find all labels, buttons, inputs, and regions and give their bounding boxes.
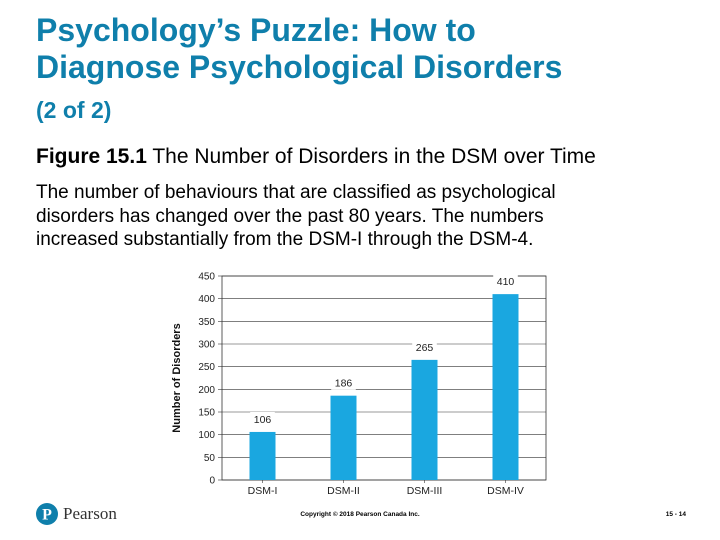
pearson-p-icon: P: [36, 503, 58, 525]
x-tick-label-dsm-i: DSM-I: [248, 485, 278, 497]
data-label-bg-dsm-iv: [493, 274, 518, 289]
figure-title: The Number of Disorders in the DSM over …: [146, 145, 596, 168]
title-line-2: Diagnose Psychological Disorders: [36, 49, 563, 85]
y-axis-label: Number of Disorders: [171, 323, 183, 432]
y-tick-label-400: 400: [198, 294, 215, 305]
y-tick-label-300: 300: [198, 340, 215, 351]
data-label-dsm-i: 106: [254, 414, 272, 426]
description-line-2: disorders has changed over the past 80 y…: [36, 205, 544, 227]
y-tick-label-50: 50: [204, 453, 216, 464]
slide-subtitle: (2 of 2): [36, 97, 112, 123]
bar-dsm-iv: [492, 294, 519, 480]
data-label-dsm-iv: 410: [497, 276, 515, 288]
figure-label: Figure 15.1: [36, 145, 147, 168]
y-tick-label-100: 100: [198, 430, 215, 441]
y-tick-label-450: 450: [198, 272, 215, 283]
data-label-bg-dsm-ii: [331, 375, 356, 390]
figure-caption: Figure 15.1 The Number of Disorders in t…: [36, 144, 706, 170]
pearson-wordmark: Pearson: [63, 504, 117, 523]
y-tick-label-350: 350: [198, 317, 215, 328]
svg-text:P: P: [42, 507, 52, 524]
x-tick-label-dsm-iv: DSM-IV: [487, 485, 524, 497]
y-tick-label-150: 150: [198, 408, 215, 419]
bar-dsm-iii: [411, 359, 438, 480]
description-line-3: increased substantially from the DSM-I t…: [36, 229, 534, 250]
y-tick-label-250: 250: [198, 362, 215, 373]
data-label-dsm-iii: 265: [416, 342, 434, 354]
pearson-logo: P Pearson: [36, 502, 117, 526]
data-label-dsm-ii: 186: [335, 378, 353, 390]
x-tick-label-dsm-iii: DSM-III: [407, 485, 443, 497]
data-label-bg-dsm-i: [250, 411, 275, 426]
plot-frame: [221, 275, 547, 481]
bar-chart: 0 50 100 150 200 250 300 350 400 450 Number of Dis…: [171, 272, 547, 497]
description-line-1: The number of behaviours that are classi…: [36, 182, 556, 203]
x-tick-label-dsm-ii: DSM-II: [327, 485, 360, 497]
bar-dsm-ii: [330, 395, 357, 480]
y-tick-label-200: 200: [198, 385, 215, 396]
data-label-bg-dsm-iii: [412, 339, 437, 354]
figure-description: The number of behaviours that are classi…: [36, 181, 686, 252]
page-number: 15 - 14: [665, 511, 686, 518]
bar-dsm-i: [249, 431, 276, 480]
slide-title: Psychology’s Puzzle: How to Diagnose Psy…: [36, 12, 696, 86]
title-line-1: Psychology’s Puzzle: How to: [36, 12, 476, 48]
copyright-notice: Copyright © 2018 Pearson Canada Inc.: [300, 511, 420, 518]
y-tick-label-0: 0: [209, 476, 215, 487]
